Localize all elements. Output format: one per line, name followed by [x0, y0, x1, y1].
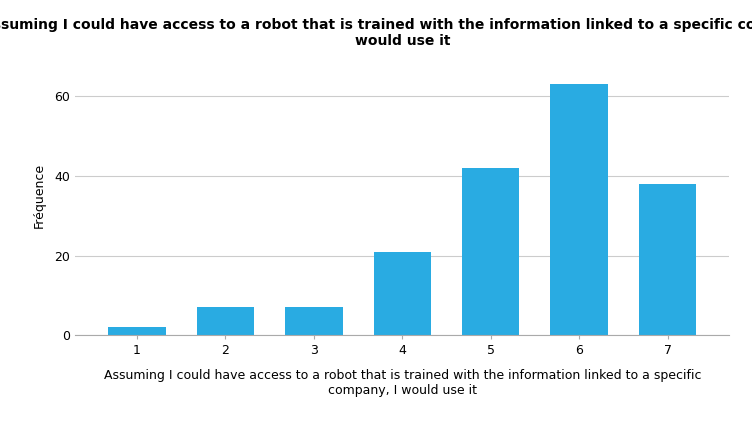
Bar — [550, 84, 608, 335]
Bar — [462, 168, 520, 335]
Title: Assuming I could have access to a robot that is trained with the information lin: Assuming I could have access to a robot … — [0, 18, 752, 48]
X-axis label: Assuming I could have access to a robot that is trained with the information lin: Assuming I could have access to a robot … — [104, 369, 701, 396]
Bar — [108, 327, 166, 335]
Bar — [197, 307, 254, 335]
Y-axis label: Fréquence: Fréquence — [33, 163, 46, 228]
Bar — [285, 307, 343, 335]
Bar — [638, 184, 696, 335]
Bar — [374, 252, 431, 335]
